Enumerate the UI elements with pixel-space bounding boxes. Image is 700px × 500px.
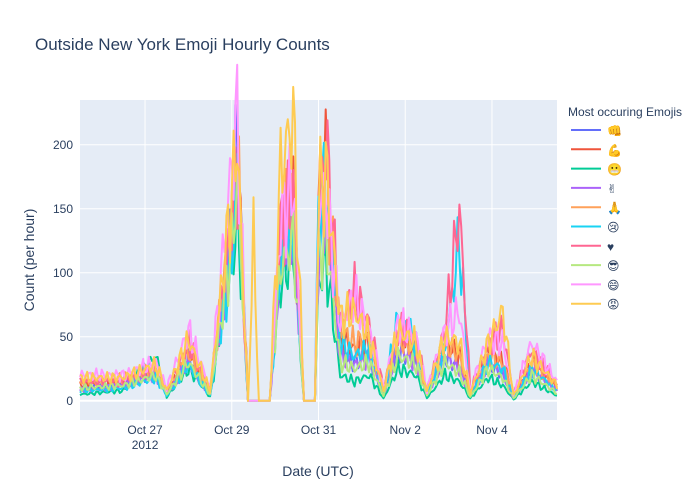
series-lines — [79, 63, 558, 402]
legend-entry: ♥ — [607, 240, 614, 254]
legend-entry: 😡 — [607, 298, 620, 312]
legend-entry: 😎 — [607, 259, 620, 273]
x-axis-label: Date (UTC) — [282, 463, 354, 479]
y-tick-label: 150 — [53, 202, 73, 216]
x-tick-sublabel: 2012 — [132, 438, 159, 452]
series-line — [79, 85, 558, 402]
legend-entry: 😢 — [607, 221, 620, 235]
legend: Most occuring Emojis 👊 💪 😬 ✌ 🙏 😢 ♥ 😎 😄 😡 — [568, 105, 682, 312]
y-tick-label: 0 — [66, 394, 73, 408]
x-tick-label: Nov 2 — [390, 423, 422, 437]
legend-entry: 💪 — [607, 143, 622, 157]
x-tick-label: Oct 27 — [127, 423, 163, 437]
x-tick-label: Nov 4 — [476, 423, 508, 437]
legend-entry: 👊 — [607, 124, 622, 138]
legend-entry: 😬 — [607, 163, 622, 177]
legend-entry: ✌ — [607, 182, 617, 196]
legend-entry: 🙏 — [607, 201, 622, 215]
legend-entry: 😄 — [607, 278, 620, 292]
chart-title: Outside New York Emoji Hourly Counts — [35, 35, 330, 54]
legend-title: Most occuring Emojis — [568, 105, 682, 119]
y-tick-label: 200 — [53, 138, 73, 152]
y-tick-label: 100 — [53, 266, 73, 280]
y-axis-ticks: 0 50 100 150 200 — [53, 138, 73, 408]
x-tick-label: Oct 31 — [301, 423, 337, 437]
y-tick-label: 50 — [60, 330, 74, 344]
y-axis-label: Count (per hour) — [21, 209, 37, 312]
x-tick-label: Oct 29 — [214, 423, 250, 437]
